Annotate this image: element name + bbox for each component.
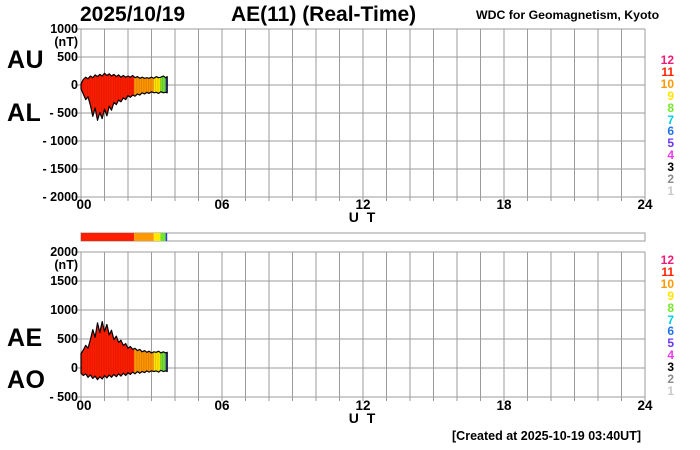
station-count-7: 7: [667, 312, 674, 327]
bot-ytick-0: 0: [71, 361, 78, 375]
data-availability-bar: [80, 232, 646, 242]
top-ytick-m500: - 500: [49, 106, 79, 120]
station-count-4: 4: [667, 348, 674, 363]
top-xaxis-title: U T: [348, 209, 378, 225]
station-count-10: 10: [660, 76, 674, 91]
station-count-3: 3: [667, 160, 674, 175]
index-label-al: AL: [7, 99, 42, 127]
bot-ytick-2000: 2000: [50, 245, 78, 259]
created-timestamp: [Created at 2025-10-19 03:40UT]: [452, 429, 641, 443]
station-count-2: 2: [667, 372, 674, 387]
bot-ytick-1500: 1500: [50, 274, 78, 288]
top-ytick-m2000: - 2000: [42, 190, 78, 204]
bot-xaxis-title: U T: [348, 410, 378, 426]
station-count-10: 10: [660, 276, 674, 291]
bot-xtick-24: 24: [637, 398, 653, 413]
bot-xtick-00: 00: [76, 398, 92, 413]
top-unit-label: (nT): [54, 35, 78, 49]
top-ytick-500: 500: [57, 50, 78, 64]
station-count-3: 3: [667, 360, 674, 375]
bot-xtick-12: 12: [355, 398, 371, 413]
top-xtick-12: 12: [355, 197, 371, 212]
top-ytick-0: 0: [71, 78, 78, 92]
index-label-ae: AE: [7, 324, 43, 352]
station-count-12: 12: [660, 253, 674, 267]
index-label-ao: AO: [7, 366, 46, 394]
station-count-8: 8: [667, 300, 674, 315]
top-xtick-00: 00: [76, 197, 92, 212]
top-ytick-m1500: - 1500: [42, 162, 78, 176]
index-label-au: AU: [7, 46, 45, 74]
station-count-5: 5: [667, 336, 674, 351]
station-count-12: 12: [660, 53, 674, 67]
station-count-legend-top: 12 11 10 9 8 7 6 5 4 3 2 1: [648, 53, 674, 198]
plot-date: 2025/10/19: [80, 3, 186, 26]
bot-unit-label: (nT): [54, 258, 78, 272]
station-count-6: 6: [667, 124, 674, 139]
station-count-2: 2: [667, 172, 674, 187]
top-ytick-1000: 1000: [50, 22, 78, 36]
station-count-11: 11: [661, 264, 674, 279]
top-panel-grid: [75, 28, 646, 201]
station-count-legend-bottom: 12 11 10 9 8 7 6 5 4 3 2 1: [648, 253, 674, 398]
top-xtick-18: 18: [496, 197, 512, 212]
bot-ytick-1000: 1000: [50, 303, 78, 317]
station-count-8: 8: [667, 100, 674, 115]
plot-title: AE(11) (Real-Time): [231, 3, 417, 26]
station-count-11: 11: [661, 64, 674, 79]
bot-ytick-500: 500: [57, 332, 78, 346]
station-count-6: 6: [667, 324, 674, 339]
station-count-9: 9: [667, 288, 674, 303]
station-count-9: 9: [667, 88, 674, 103]
top-ytick-m1000: - 1000: [42, 134, 78, 148]
station-count-1: 1: [667, 383, 674, 398]
bot-xtick-06: 06: [214, 398, 230, 413]
station-count-5: 5: [667, 136, 674, 151]
top-xtick-24: 24: [637, 197, 653, 212]
station-count-7: 7: [667, 112, 674, 127]
bottom-panel-envelope-outline: [80, 321, 168, 381]
top-panel-envelope-outline: [80, 72, 168, 121]
bottom-panel-grid: [75, 251, 646, 401]
station-count-1: 1: [667, 183, 674, 198]
station-count-4: 4: [667, 148, 674, 163]
bot-ytick-m500: - 500: [49, 390, 79, 404]
top-xtick-06: 06: [214, 197, 230, 212]
data-source-label: WDC for Geomagnetism, Kyoto: [476, 8, 660, 22]
bot-xtick-18: 18: [496, 398, 512, 413]
